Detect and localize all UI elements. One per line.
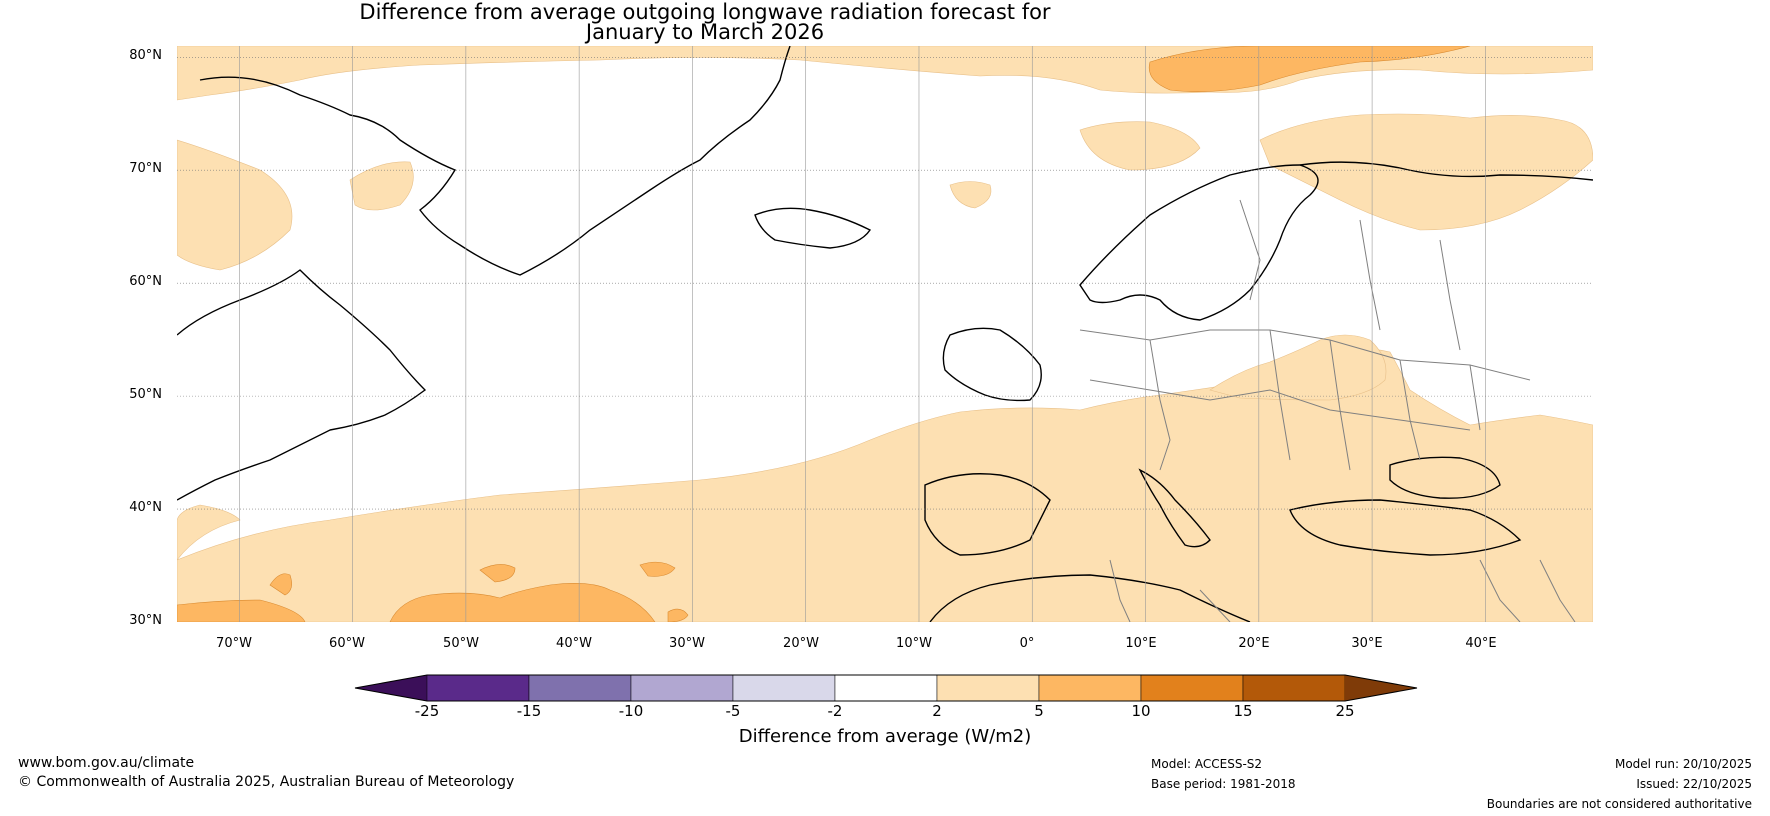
lat-label-40n: 40°N: [129, 500, 162, 515]
colorbar-tick-label: 5: [1034, 702, 1044, 720]
greenland-coast: [199, 46, 791, 276]
iceland-coast: [754, 207, 872, 249]
lat-label-30n: 30°N: [129, 613, 162, 628]
lat-label-80n: 80°N: [129, 48, 162, 63]
coastlines: [177, 46, 1593, 622]
footer-website: www.bom.gov.au/climate: [18, 755, 195, 771]
anomaly-area-east-arctic-patch: [949, 181, 992, 209]
lon-label-30w: 30°W: [669, 636, 705, 651]
lon-label-10e: 10°E: [1125, 636, 1157, 651]
anomaly-area-subtropical-2: [389, 583, 656, 622]
anomaly-area-south-atlantic-europe: [177, 347, 1593, 622]
lat-label-60n: 60°N: [129, 274, 162, 289]
footer-issued: Issued: 22/10/2025: [1636, 777, 1752, 791]
lon-label-60w: 60°W: [329, 636, 365, 651]
anomaly-area-labrador: [177, 139, 293, 271]
map-title-line2: January to March 2026: [585, 20, 825, 44]
lon-label-20e: 20°E: [1238, 636, 1270, 651]
colorbar-tick-label: -10: [618, 702, 644, 720]
north-america-coast: [177, 269, 427, 501]
italy-coast: [1138, 468, 1211, 548]
lon-label-30e: 30°E: [1351, 636, 1383, 651]
turkey-coast: [1289, 499, 1522, 556]
map-layers: [177, 46, 1593, 622]
anomaly-area-scandinavia: [1259, 113, 1593, 231]
colorbar-title: Difference from average (W/m2): [738, 726, 1032, 747]
lon-label-10w: 10°W: [896, 636, 932, 651]
anomaly-area-central-europe: [1209, 334, 1387, 401]
footer-model-run: Model run: 20/10/2025: [1614, 757, 1752, 771]
footer-model: Model: ACCESS-S2: [1151, 757, 1263, 771]
lon-label-0: 0°: [1019, 636, 1035, 651]
anomaly-area-subtropical-5: [639, 561, 676, 577]
colorbar-tick-label: -25: [414, 702, 440, 720]
british-isles-coast: [942, 327, 1042, 402]
lon-label-70w: 70°W: [216, 636, 252, 651]
lat-label-70n: 70°N: [129, 161, 162, 176]
russia-arctic-coast: [1299, 161, 1593, 181]
anomaly-area-subtropical-4: [479, 564, 516, 583]
iberia-coast: [924, 473, 1051, 556]
anomaly-2-5-layer: [177, 46, 1593, 622]
colorbar-tick-label: -5: [725, 702, 741, 720]
lat-label-50n: 50°N: [129, 387, 162, 402]
map-title-line1: Difference from average outgoing longwav…: [359, 0, 1051, 24]
footer-disclaimer: Boundaries are not considered authoritat…: [1486, 797, 1752, 811]
country-borders: [1079, 199, 1576, 622]
colorbar-tick-label: -2: [827, 702, 843, 720]
colorbar-tick-label: 25: [1335, 702, 1355, 720]
lon-label-40e: 40°E: [1465, 636, 1497, 651]
colorbar-tick-label: 10: [1131, 702, 1151, 720]
anomaly-area-subtropical-3: [269, 573, 292, 596]
footer-copyright: © Commonwealth of Australia 2025, Austra…: [18, 774, 515, 790]
anomaly-area-subtropical-1: [177, 599, 306, 622]
lon-label-40w: 40°W: [556, 636, 592, 651]
lon-label-20w: 20°W: [783, 636, 819, 651]
black-sea-coast: [1389, 456, 1501, 499]
anomaly-area-arctic-east: [1079, 121, 1201, 171]
colorbar-tick-label: 15: [1233, 702, 1253, 720]
colorbar-tick-label: -15: [516, 702, 542, 720]
anomaly-area-greenland-west: [349, 161, 414, 211]
north-africa-coast: [929, 574, 1251, 622]
gridlines: [177, 46, 1593, 622]
colorbar-tick-label: 2: [932, 702, 942, 720]
scandinavia-coast: [1079, 164, 1319, 321]
footer-base-period: Base period: 1981-2018: [1151, 777, 1296, 791]
anomaly-area-subtropical-6: [667, 608, 689, 622]
anomaly-area-west-atlantic: [177, 504, 241, 561]
lon-label-50w: 50°W: [443, 636, 479, 651]
